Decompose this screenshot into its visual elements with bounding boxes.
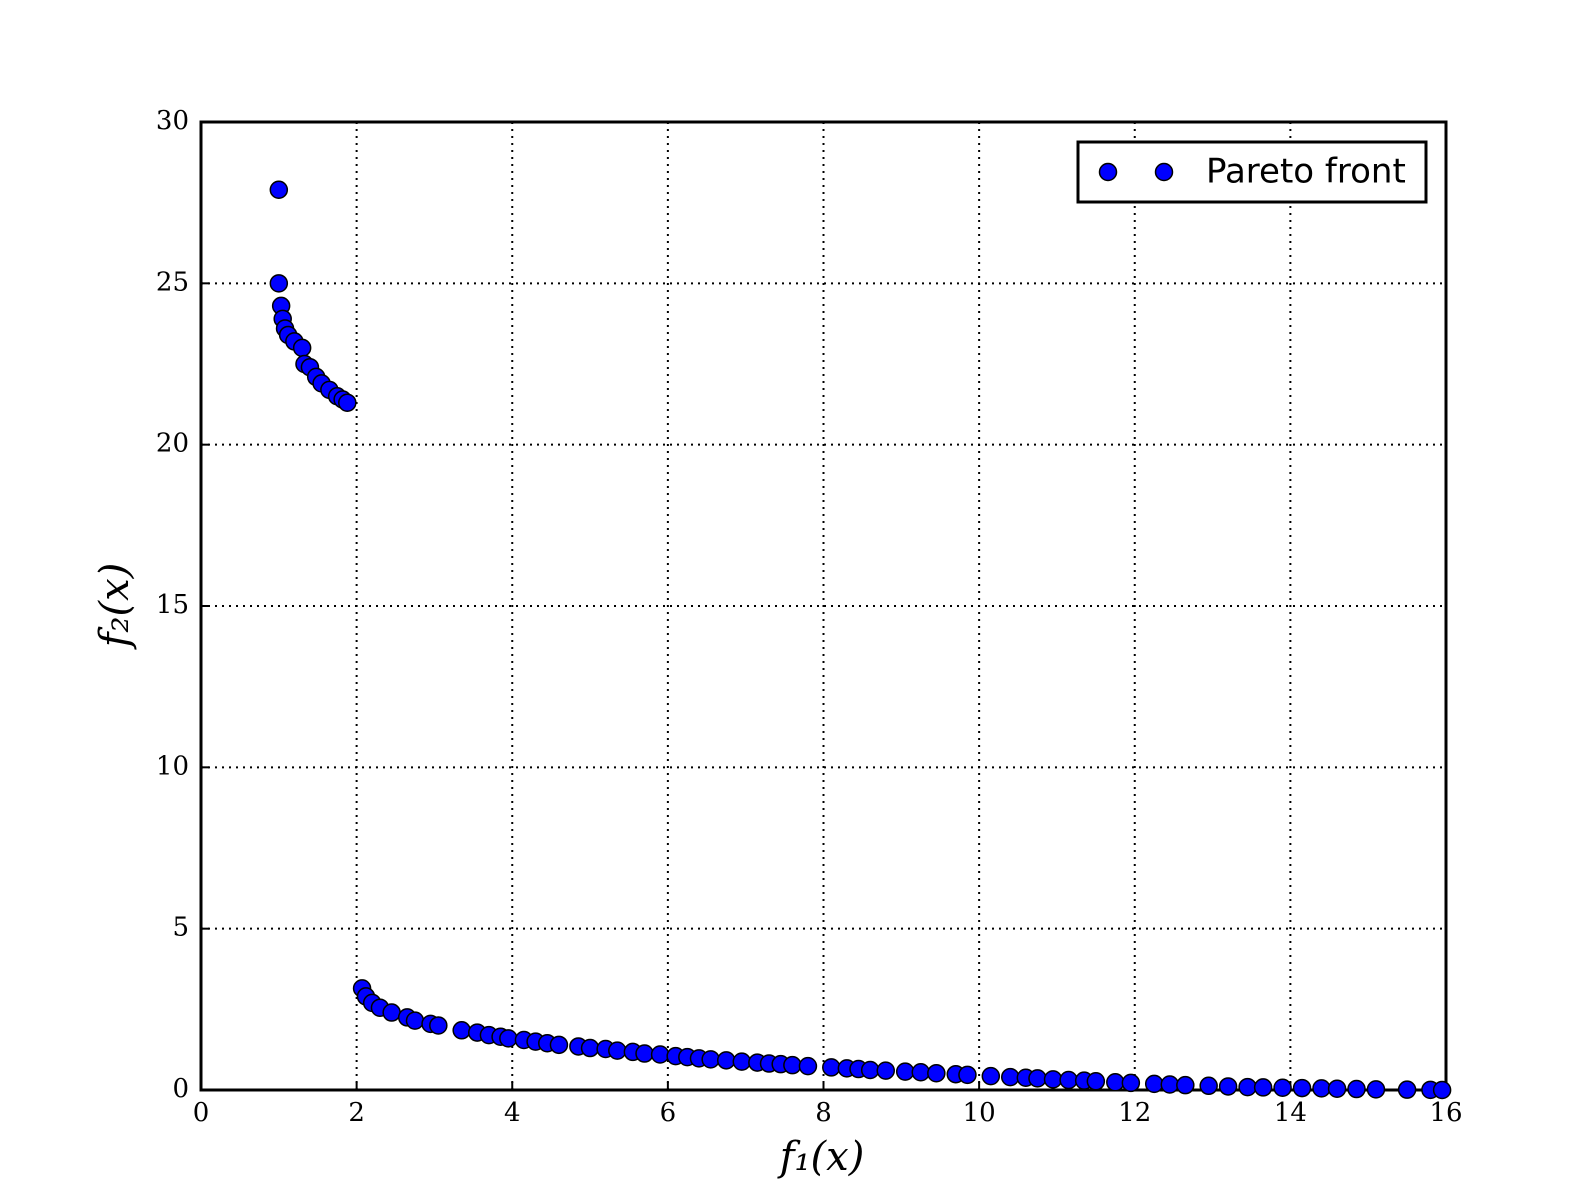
- point: [958, 1065, 977, 1085]
- point: [1397, 1080, 1417, 1099]
- point: [269, 180, 289, 200]
- point: [927, 1063, 946, 1083]
- point: [1059, 1070, 1078, 1090]
- legend-box: [1076, 140, 1428, 204]
- y-tick-label: 10: [156, 751, 189, 781]
- legend: Pareto front: [1076, 140, 1428, 204]
- point: [732, 1052, 752, 1071]
- point: [1253, 1078, 1273, 1097]
- point: [1218, 1077, 1238, 1096]
- y-tick-label: 20: [156, 429, 189, 459]
- point: [1199, 1076, 1218, 1096]
- x-tick-label: 10: [963, 1098, 996, 1128]
- point: [1176, 1075, 1195, 1095]
- x-tick-label: 4: [504, 1098, 521, 1128]
- point: [783, 1055, 802, 1075]
- point: [580, 1038, 600, 1058]
- point: [701, 1050, 720, 1069]
- point: [452, 1021, 471, 1040]
- point: [911, 1063, 931, 1082]
- point: [876, 1061, 895, 1080]
- point: [650, 1045, 670, 1064]
- x-tick-label: 8: [815, 1098, 832, 1128]
- point: [822, 1058, 841, 1077]
- point: [269, 274, 289, 293]
- point: [429, 1016, 448, 1035]
- point: [1160, 1075, 1180, 1094]
- y-tick-label: 0: [172, 1074, 189, 1104]
- point: [292, 338, 312, 358]
- point: [1347, 1079, 1366, 1099]
- y-tick-label: 5: [172, 913, 189, 943]
- point: [1327, 1079, 1347, 1098]
- legend-label: Pareto front: [1206, 152, 1406, 192]
- point: [1086, 1072, 1106, 1091]
- x-tick-label: 0: [193, 1098, 210, 1128]
- point: [1312, 1079, 1331, 1098]
- point: [338, 393, 357, 412]
- point: [895, 1062, 915, 1081]
- point: [1366, 1080, 1386, 1099]
- plot-frame: [199, 120, 1448, 1092]
- x-tick-label: 14: [1274, 1098, 1307, 1128]
- point: [1273, 1078, 1292, 1097]
- point: [1106, 1073, 1125, 1092]
- y-axis-label: f₂(x): [92, 563, 138, 651]
- point: [1292, 1078, 1312, 1098]
- point: [499, 1029, 518, 1048]
- point: [1121, 1073, 1141, 1093]
- legend-marker: [1098, 162, 1118, 182]
- y-tick-label: 30: [156, 106, 189, 136]
- x-tick-label: 12: [1118, 1098, 1151, 1128]
- point: [382, 1003, 401, 1022]
- x-axis-label: f₁(x): [777, 1134, 865, 1180]
- point: [1001, 1067, 1020, 1087]
- point: [608, 1041, 627, 1060]
- point: [549, 1035, 569, 1055]
- point: [405, 1011, 425, 1030]
- point: [1432, 1080, 1452, 1100]
- x-tick-label: 2: [348, 1098, 365, 1128]
- point: [1238, 1077, 1257, 1097]
- point: [1144, 1074, 1164, 1094]
- x-tick-label: 6: [660, 1098, 677, 1128]
- x-tick-label: 16: [1429, 1098, 1462, 1128]
- point: [981, 1066, 1001, 1086]
- point: [635, 1044, 654, 1063]
- point: [1043, 1070, 1063, 1089]
- point: [1028, 1069, 1047, 1088]
- y-tick-label: 25: [156, 267, 189, 297]
- point: [716, 1051, 736, 1070]
- legend-marker: [1154, 162, 1174, 182]
- point: [860, 1060, 880, 1080]
- y-tick-label: 15: [156, 590, 189, 620]
- point: [798, 1056, 818, 1076]
